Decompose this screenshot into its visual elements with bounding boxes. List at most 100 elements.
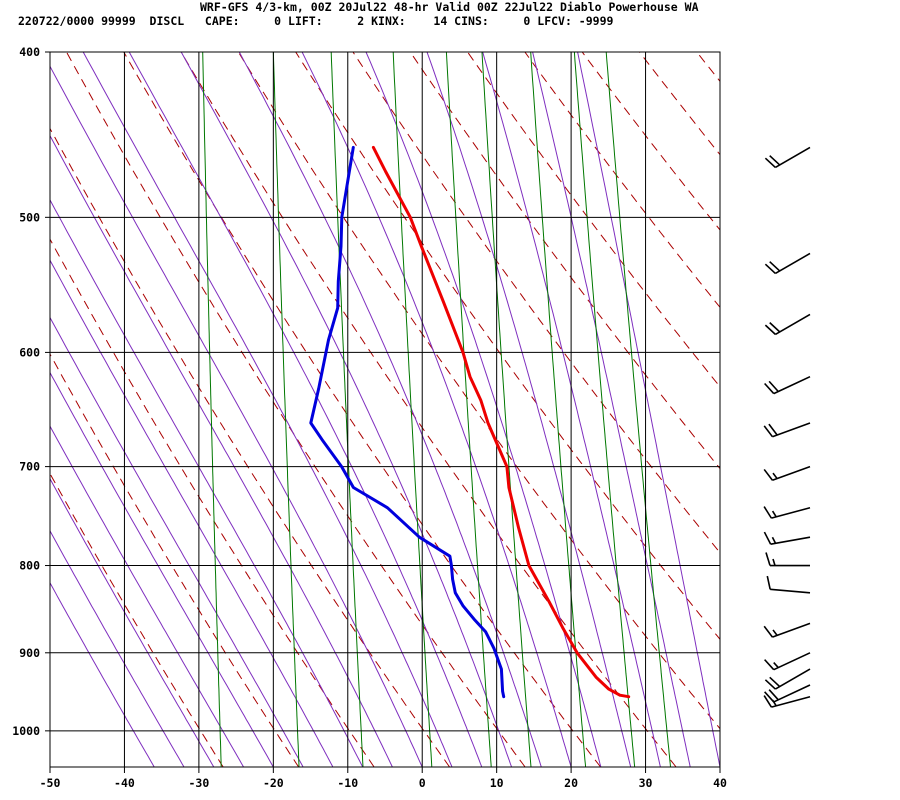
wind-barb-staff: [772, 622, 811, 638]
moist-adiabat-line: [301, 52, 572, 767]
wind-barb-staff: [770, 588, 811, 594]
dry-adiabat-line: [66, 52, 526, 767]
wind-barb-feather: [768, 689, 779, 701]
moist-adiabat-line: [50, 529, 185, 767]
x-tick-label: 20: [564, 776, 578, 790]
mixing-ratio-line: [573, 52, 636, 767]
x-tick-label: 10: [490, 776, 504, 790]
plot-frame: [49, 51, 721, 768]
moist-adiabat-line: [426, 52, 632, 767]
wind-barb-feather: [769, 676, 781, 688]
dry-adiabat-line: [295, 52, 720, 641]
axis-labels: -50 -40 -30 -20 -10 0 10 20 30 40 400 500 600 700 800 9…: [12, 45, 727, 790]
moist-adiabat-line: [50, 259, 334, 767]
dry-adiabat-line: [50, 238, 375, 767]
wind-barb-staff: [771, 695, 811, 708]
dry-adiabat-line: [50, 353, 300, 767]
wind-barb: [766, 575, 811, 594]
wind-barb-half-feather: [771, 536, 777, 544]
moist-adiabat-line: [532, 52, 691, 767]
dry-adiabat-line: [123, 52, 601, 767]
x-tick-label: -10: [337, 776, 358, 790]
moist-adiabat-line: [577, 52, 720, 767]
stability-indices-line: 220722/0000 99999 DISCL CAPE: 0 LIFT: 2 …: [18, 14, 614, 28]
moist-adiabat-line: [238, 52, 542, 767]
dry-adiabat-line: [50, 127, 451, 767]
wind-barb: [764, 146, 811, 169]
wind-barb: [763, 695, 811, 708]
wind-barb-staff: [773, 375, 811, 395]
dry-adiabat-line: [409, 52, 720, 470]
dry-adiabat-line: [581, 52, 720, 231]
wind-barb: [764, 684, 811, 703]
wind-barb-feather: [763, 531, 772, 545]
wind-barb-feather: [763, 468, 774, 481]
mixing-ratio-line: [530, 52, 587, 767]
pressure-tick-label: 800: [19, 559, 40, 573]
wind-barb-column: [763, 146, 811, 708]
sounding-traces: [309, 145, 631, 699]
moist-adiabat-line: [50, 425, 245, 767]
wind-barb-feather: [764, 382, 775, 395]
wind-barb: [763, 531, 811, 545]
wind-barb-staff: [774, 252, 811, 275]
moist-adiabat-line: [82, 52, 453, 767]
wind-barb-feather: [764, 691, 775, 703]
wind-barb: [763, 622, 811, 638]
wind-barb-feather: [764, 679, 776, 690]
moist-adiabat-line: [50, 581, 155, 767]
wind-barb-half-feather: [772, 629, 778, 636]
wind-barb-feather: [765, 552, 771, 566]
wind-barb: [764, 252, 811, 275]
mixing-ratio-line: [202, 52, 222, 767]
moist-adiabat-line: [50, 477, 215, 767]
dry-adiabat-line: [754, 52, 900, 767]
x-tick-label: 0: [419, 776, 426, 790]
pressure-tick-label: 900: [19, 646, 40, 660]
dry-adiabat-line: [639, 52, 720, 156]
wind-barb: [763, 506, 811, 519]
mixing-ratio-line: [330, 52, 364, 767]
chart-title: WRF-GFS 4/3-km, 00Z 20Jul22 48-hr Valid …: [200, 0, 699, 14]
wind-barb: [764, 668, 811, 690]
pressure-tick-label: 600: [19, 345, 40, 359]
dry-adiabat-line: [50, 472, 224, 767]
moist-adiabat-line: [180, 52, 513, 767]
temperature-trace: [371, 145, 631, 699]
wind-barb-feather: [764, 659, 775, 671]
dry-adiabat-line: [467, 52, 720, 388]
moist-adiabat-line: [482, 52, 661, 767]
wind-barb-half-feather: [771, 510, 777, 518]
wind-barb-feather: [764, 263, 776, 275]
x-tick-label: -30: [188, 776, 209, 790]
wind-barb-staff: [771, 507, 811, 519]
wind-barb-staff: [770, 536, 811, 545]
dry-adiabat-line: [811, 52, 900, 767]
wind-barb-staff: [773, 652, 811, 671]
pressure-tick-label: 700: [19, 460, 40, 474]
wind-barb-feather: [763, 625, 774, 638]
wind-barb-staff: [773, 684, 811, 703]
wind-barb-feather: [763, 425, 774, 438]
mixing-ratio-line: [272, 52, 300, 767]
wind-barb-feather: [763, 695, 773, 708]
pressure-tick-label: 400: [19, 45, 40, 59]
wind-barb-feather: [766, 575, 771, 590]
dewpoint-trace: [309, 145, 506, 699]
x-tick-label: 40: [713, 776, 727, 790]
wind-barb-staff: [772, 465, 811, 482]
mixing-ratio-line: [392, 52, 433, 767]
mixing-ratio-line: [605, 52, 671, 767]
moist-adiabat-line: [50, 65, 423, 767]
mixing-ratio-line: [481, 52, 532, 767]
wind-barb-half-feather: [772, 472, 778, 480]
pressure-tick-label: 500: [19, 210, 40, 224]
wind-barb-feather: [768, 423, 778, 436]
wind-barb-feather: [768, 380, 779, 393]
wind-barb: [764, 652, 811, 671]
chart-grid: [45, 51, 721, 773]
wind-barb-half-feather: [771, 699, 777, 707]
wind-barb: [765, 552, 810, 567]
wind-barb-staff: [774, 313, 811, 336]
